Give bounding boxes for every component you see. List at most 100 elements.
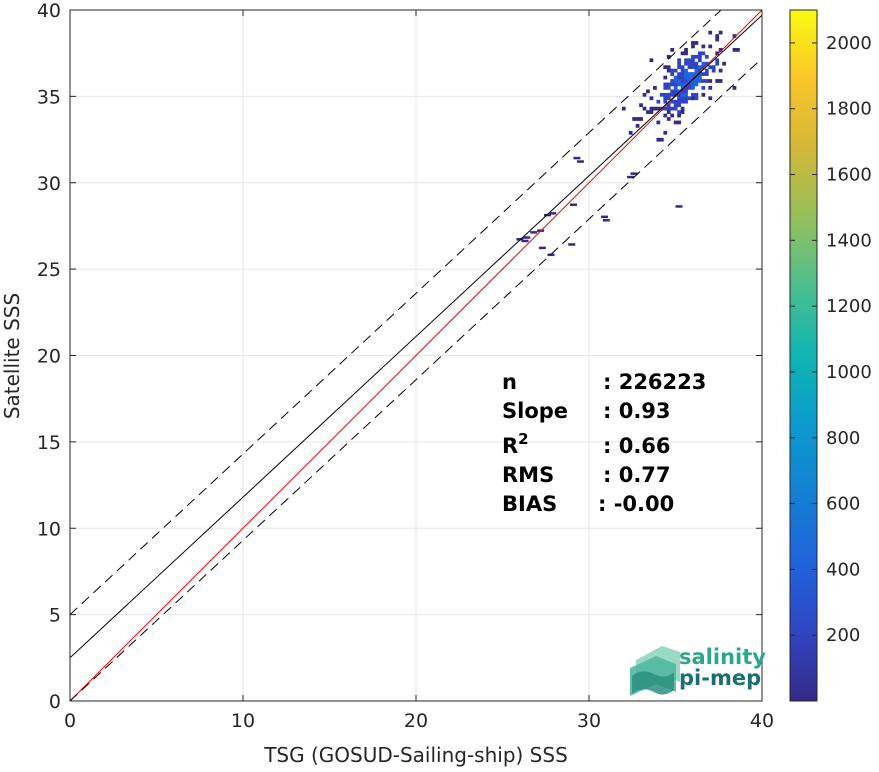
density-cell [666, 96, 671, 101]
density-cell [663, 86, 668, 90]
colorbar-tick-label: 600 [826, 494, 860, 515]
density-cell [694, 41, 699, 45]
density-cell [687, 72, 692, 76]
regression-plus-line [70, 10, 722, 615]
density-cell [708, 65, 713, 70]
density-cell [663, 130, 668, 135]
density-cell [687, 75, 692, 80]
density-cell [680, 68, 685, 73]
density-cell [687, 58, 692, 63]
density-cell [516, 238, 524, 241]
density-cell [687, 86, 692, 90]
density-cell [621, 106, 626, 111]
density-cell [715, 58, 720, 63]
identity-line [70, 10, 762, 701]
density-cell [677, 92, 681, 97]
density-cell [677, 58, 681, 63]
density-cell [691, 82, 695, 87]
density-cell [704, 72, 709, 76]
density-cell [715, 37, 720, 42]
density-cell [715, 34, 720, 38]
density-cell [677, 75, 681, 80]
density-cell [569, 203, 577, 206]
y-tick-label: 5 [49, 605, 61, 627]
density-cell [656, 106, 661, 111]
y-tick-label: 30 [37, 173, 61, 195]
density-cell [663, 65, 668, 70]
density-cell [673, 120, 678, 125]
density-cell [673, 99, 678, 104]
density-cell [684, 79, 688, 83]
density-cell [684, 96, 688, 101]
density-cell [708, 86, 713, 90]
density-cell [673, 89, 678, 94]
density-cell [649, 106, 654, 111]
density-cell [677, 113, 681, 118]
density-cell [701, 44, 706, 49]
density-cell [635, 124, 640, 128]
density-cell [718, 48, 723, 52]
density-cell [684, 82, 688, 87]
density-cell [642, 106, 647, 111]
density-cell [694, 79, 699, 83]
x-tick-label: 0 [64, 710, 76, 732]
stat-value: : -0.00 [598, 492, 674, 516]
density-cell [666, 86, 671, 90]
stat-superscript: 2 [518, 430, 528, 448]
density-cell [701, 72, 706, 76]
density-cell [523, 236, 531, 239]
density-cell [691, 72, 695, 76]
density-cell [704, 61, 709, 66]
stat-value: : 0.77 [603, 463, 671, 487]
stat-value: : 0.66 [603, 434, 671, 458]
density-cell [680, 99, 685, 104]
density-cell [653, 106, 657, 111]
density-cell [711, 65, 716, 70]
density-cell [649, 110, 654, 114]
density-cell [680, 79, 685, 83]
density-cell [701, 65, 706, 70]
density-cell [691, 44, 695, 49]
density-cell [666, 82, 671, 87]
density-cell [701, 61, 706, 66]
density-cell [732, 34, 737, 38]
density-cell [684, 58, 688, 63]
density-cell [687, 96, 692, 101]
colorbar-tick-label: 400 [826, 559, 860, 580]
logo-line2: pi-mep [679, 666, 761, 690]
density-cell [663, 106, 668, 111]
density-cell [684, 61, 688, 66]
density-cell [684, 86, 688, 90]
colorbar-tick-label: 1400 [826, 230, 872, 251]
density-cell [673, 86, 678, 90]
density-cell [691, 86, 695, 90]
stat-label: BIAS [502, 492, 557, 516]
density-cell [680, 82, 685, 87]
density-cell [670, 82, 675, 87]
density-cell [701, 92, 706, 97]
density-cell [694, 82, 699, 87]
density-cell [708, 79, 713, 83]
density-cell [659, 137, 664, 142]
density-cell [684, 89, 688, 94]
density-cell [684, 68, 688, 73]
density-cell [694, 72, 699, 76]
density-cell [538, 246, 546, 250]
density-cell [697, 54, 702, 59]
density-cell [694, 75, 699, 80]
density-cell [701, 86, 706, 90]
density-cell [670, 113, 675, 118]
density-cell [718, 30, 723, 35]
density-cell [691, 96, 695, 101]
density-cell [666, 54, 671, 59]
density-cell [691, 54, 695, 59]
density-cell [649, 58, 654, 63]
density-cell [711, 68, 716, 73]
density-cell [656, 99, 661, 104]
y-tick-label: 20 [37, 346, 61, 368]
density-cell [687, 79, 692, 83]
x-tick-label: 40 [750, 710, 774, 732]
density-cell [653, 86, 657, 90]
density-cell [656, 120, 661, 125]
